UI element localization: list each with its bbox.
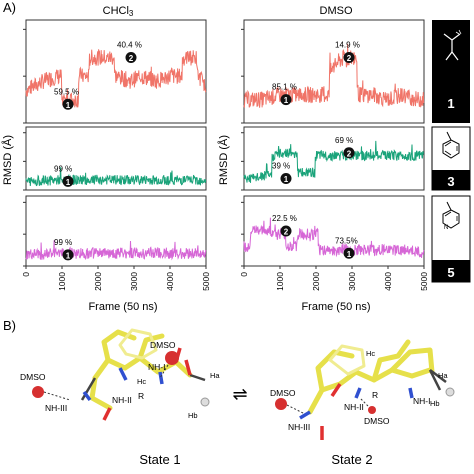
x-tick-label: 3000 — [129, 272, 139, 291]
s2-label-hb: Hb — [430, 399, 440, 408]
state-1-marker — [62, 249, 74, 261]
state-2-number: 2 — [129, 54, 134, 63]
state-2-number: 2 — [347, 149, 352, 158]
y-axis-label: RMSD (Å) — [1, 135, 14, 185]
s1-label-nh3: NH-III — [45, 403, 67, 413]
dmso-oxygen-2 — [165, 351, 179, 365]
state-1-number: 1 — [66, 251, 71, 260]
state-1-number: 1 — [284, 175, 289, 184]
state-2-percent: 14.9 % — [335, 40, 360, 49]
x-tick-label: 1000 — [57, 272, 67, 291]
x-tick-label: 3000 — [347, 272, 357, 291]
state-1-number: 1 — [66, 178, 71, 187]
x-tick-label: 2000 — [93, 272, 103, 291]
state-2-marker — [343, 147, 355, 159]
dmso-oxygen-3 — [275, 398, 287, 410]
s1-label-dmso-b: DMSO — [150, 340, 176, 350]
s2-label-nh1: NH-I — [413, 396, 430, 406]
state-2-label: State 2 — [331, 452, 372, 467]
x-tick-label: 2000 — [311, 272, 321, 291]
state-2-percent: 69 % — [335, 136, 353, 145]
s2-label-ha: Ha — [438, 371, 448, 380]
s1-label-nh1: NH-I — [148, 362, 165, 372]
state-1-structure: DMSO DMSO NH-III NH-II NH-I R Hc Ha Hb — [20, 328, 220, 421]
s2-label-nh3: NH-III — [288, 422, 310, 432]
x-tick-label: 0 — [239, 272, 249, 277]
solvent-title-dmso: DMSO — [320, 5, 353, 17]
state-1-marker — [280, 173, 292, 185]
benzyl-structure-icon — [442, 131, 460, 159]
s1-label-hc: Hc — [137, 377, 146, 386]
state-2-marker — [280, 225, 292, 237]
panel-b-label: B) — [3, 318, 16, 333]
x-tick-label: 1000 — [275, 272, 285, 291]
rmsd-trace-dmso-3 — [243, 140, 425, 183]
state-1-percent: 59.5 % — [54, 87, 79, 96]
row-label-1: 1 — [447, 96, 454, 111]
isobutyl-structure-icon — [443, 29, 462, 61]
row-label-box-1: 1 — [432, 20, 470, 123]
s1-label-ha: Ha — [210, 371, 220, 380]
x-tick-label: 4000 — [165, 272, 175, 291]
x-axis-label-right: Frame (50 ns) — [301, 301, 370, 313]
state-1-percent: 73.5% — [335, 236, 358, 245]
panel-a-label: A) — [3, 0, 16, 15]
state-1-percent: 99 % — [54, 238, 72, 247]
state-1-marker — [343, 247, 355, 259]
state-2-marker — [125, 51, 137, 63]
state-1-label: State 1 — [139, 452, 180, 467]
s2-label-dmso-b: DMSO — [364, 416, 390, 426]
pyridine-n-label: N — [444, 225, 448, 231]
s1-label-nh2: NH-II — [112, 395, 132, 405]
state-1-marker — [62, 98, 74, 110]
dmso-oxygen-4 — [368, 406, 376, 414]
x-tick-label: 0 — [21, 272, 31, 277]
state-1-marker — [280, 94, 292, 106]
state-1-number: 1 — [66, 101, 71, 110]
rmsd-trace-chcl3-1 — [25, 49, 207, 109]
state-1-percent: 85.1 % — [272, 83, 297, 92]
state-1-number: 1 — [284, 96, 289, 105]
x-tick-label: 5000 — [419, 272, 429, 291]
state-2-percent: 22.5 % — [272, 214, 297, 223]
s2-label-r: R — [372, 390, 378, 400]
x-axis-label-left: Frame (50 ns) — [88, 301, 157, 313]
state-1-percent: 39 % — [272, 162, 290, 171]
x-tick-label: 4000 — [383, 272, 393, 291]
rmsd-trace-dmso-1 — [243, 43, 425, 108]
y-axis-label-right: RMSD (Å) — [217, 135, 230, 185]
dmso-oxygen-1 — [32, 386, 44, 398]
s1-label-hb: Hb — [188, 411, 198, 420]
s2-label-dmso-a: DMSO — [270, 388, 296, 398]
state-1-number: 1 — [347, 250, 352, 259]
state-2-structure: DMSO NH-III NH-II DMSO NH-I R Hc Ha Hb — [270, 339, 455, 440]
state-1-percent: 99 % — [54, 164, 72, 173]
row-label-5: 5 — [447, 265, 454, 280]
state-2-number: 2 — [284, 228, 289, 237]
chart-grid: 1 59.5 % 2 40.4 % 1 85.1 % 2 14.9 % 1 99 % 1 39 % 2 6… — [21, 19, 429, 291]
equilibrium-arrows: ⇌ — [232, 384, 247, 405]
rmsd-trace-chcl3-5 — [25, 240, 207, 261]
state-2-percent: 40.4 % — [117, 40, 142, 49]
row-label-box-3: 3 — [431, 126, 471, 191]
state-2-number: 2 — [347, 54, 352, 63]
row-label-3: 3 — [447, 174, 454, 189]
state-1-marker — [62, 175, 74, 187]
s1-label-r: R — [138, 391, 144, 401]
pyridylmethyl-structure-icon — [442, 201, 460, 229]
rmsd-trace-dmso-5 — [243, 217, 425, 258]
state-2-marker — [343, 51, 355, 63]
s2-label-hc: Hc — [366, 349, 375, 358]
rmsd-trace-chcl3-3 — [25, 167, 207, 187]
solvent-title-chcl3: CHCl3 — [103, 5, 134, 18]
s1-label-dmso-a: DMSO — [20, 372, 46, 382]
row-label-box-5: N 5 — [431, 195, 471, 283]
x-tick-label: 5000 — [201, 272, 211, 291]
s2-label-nh2: NH-II — [344, 402, 364, 412]
